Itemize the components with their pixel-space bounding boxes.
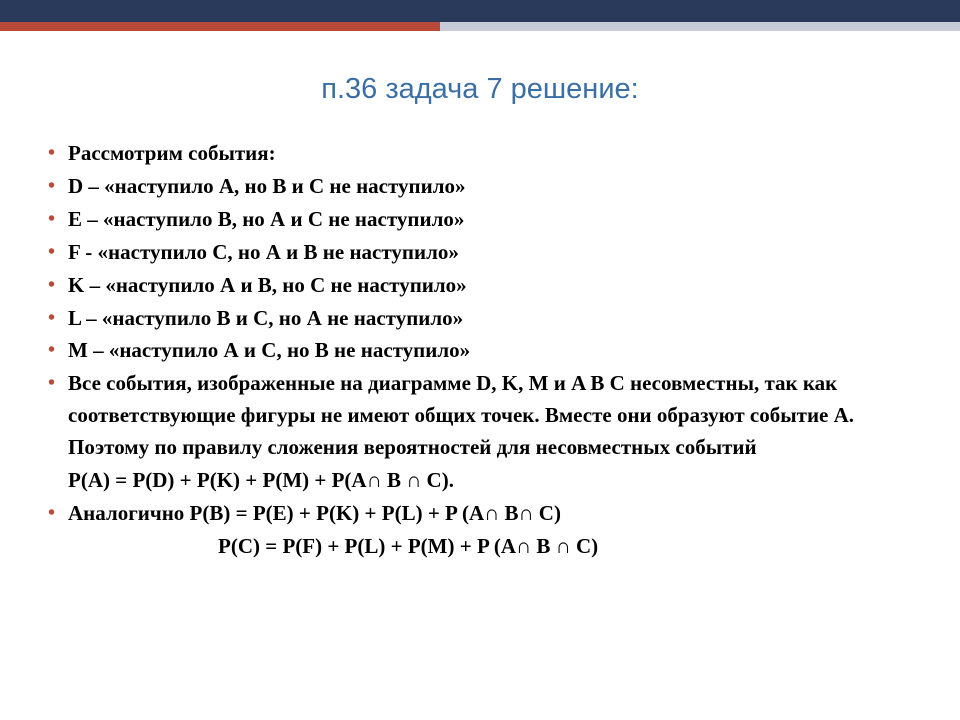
list-item: E – «наступило В, но А и С не наступило»: [68, 204, 908, 236]
bullet-list: Рассмотрим события: D – «наступило А, но…: [68, 138, 908, 563]
list-item-paragraph: Все события, изображенные на диаграмме D…: [68, 368, 908, 464]
list-item: M – «наступило А и С, но В не наступило»: [68, 335, 908, 367]
slide-content: Рассмотрим события: D – «наступило А, но…: [0, 138, 960, 563]
formula-line: P(C) = P(F) + P(L) + P(M) + P (A∩ B ∩ C): [68, 531, 908, 563]
list-item: K – «наступило А и В, но С не наступило»: [68, 270, 908, 302]
formula-line: P(A) = P(D) + P(K) + P(M) + P(A∩ B ∩ C).: [68, 465, 908, 497]
slide-title: п.36 задача 7 решение:: [0, 73, 960, 106]
list-item: D – «наступило А, но В и С не наступило»: [68, 171, 908, 203]
list-item: Рассмотрим события:: [68, 138, 908, 170]
accent-bar: [0, 22, 960, 31]
accent-right: [440, 22, 960, 31]
accent-left: [0, 22, 440, 31]
formula-line: Аналогично P(B) = P(E) + P(K) + P(L) + P…: [68, 498, 908, 530]
list-item: L – «наступило В и С, но А не наступило»: [68, 303, 908, 335]
list-item: F - «наступило С, но А и В не наступило»: [68, 237, 908, 269]
header-band: [0, 0, 960, 22]
